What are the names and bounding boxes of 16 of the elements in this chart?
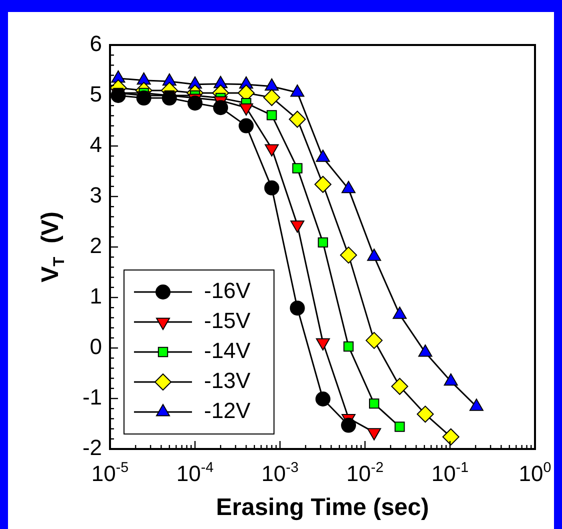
y-tick-label: 0 xyxy=(90,334,102,360)
y-tick-label: 4 xyxy=(90,132,102,158)
y-tick-label: 2 xyxy=(90,233,102,258)
y-tick-label: -2 xyxy=(82,435,102,460)
legend-label: -14V xyxy=(204,338,251,364)
x-axis-title: Erasing Time (sec) xyxy=(216,494,429,521)
legend-label: -13V xyxy=(204,368,251,394)
y-tick-label: -1 xyxy=(82,384,102,410)
y-axis-title: VT (V) xyxy=(37,212,68,282)
legend-label: -15V xyxy=(204,308,251,334)
y-tick-label: 3 xyxy=(90,182,102,208)
y-tick-label: 1 xyxy=(90,284,102,309)
y-tick-label: 6 xyxy=(90,31,102,56)
legend-label: -16V xyxy=(204,278,251,304)
y-tick-label: 5 xyxy=(90,82,102,107)
legend-label: -12V xyxy=(204,398,251,424)
